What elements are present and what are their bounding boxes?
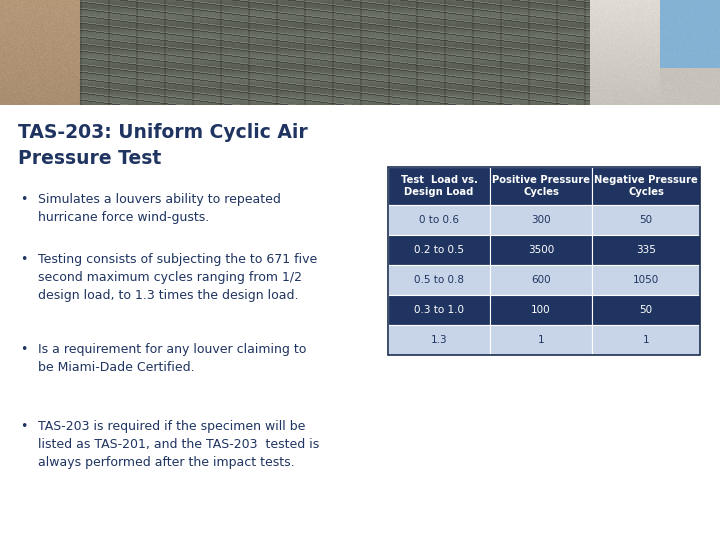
Bar (490, 325, 592, 355)
Text: 0.2 to 0.5: 0.2 to 0.5 (414, 245, 464, 255)
Text: 0.3 to 1.0: 0.3 to 1.0 (414, 305, 464, 315)
Bar (490, 167, 592, 205)
Text: Positive Pressure
Cycles: Positive Pressure Cycles (492, 175, 590, 197)
Text: Test  Load vs.
Design Load: Test Load vs. Design Load (400, 175, 477, 197)
Bar (490, 295, 592, 325)
Bar (592, 295, 700, 325)
Bar (388, 295, 490, 325)
Bar (490, 205, 592, 235)
Text: 1.3: 1.3 (431, 335, 447, 345)
Bar (592, 205, 700, 235)
Text: Negative Pressure
Cycles: Negative Pressure Cycles (594, 175, 698, 197)
Text: 1: 1 (643, 335, 649, 345)
Bar (592, 265, 700, 295)
Bar (388, 265, 490, 295)
Text: 3500: 3500 (528, 245, 554, 255)
Text: Pressure Test: Pressure Test (18, 149, 161, 168)
Text: 1050: 1050 (633, 275, 659, 285)
Text: 300: 300 (531, 215, 551, 225)
Text: 50: 50 (639, 215, 652, 225)
Bar (592, 325, 700, 355)
Text: TAS-203: Uniform Cyclic Air: TAS-203: Uniform Cyclic Air (18, 123, 307, 142)
Text: 335: 335 (636, 245, 656, 255)
Text: TAS-203 is required if the specimen will be
listed as TAS-201, and the TAS-203  : TAS-203 is required if the specimen will… (38, 420, 319, 469)
Text: Is a requirement for any louver claiming to
be Miami-Dade Certified.: Is a requirement for any louver claiming… (38, 343, 307, 374)
Bar (388, 167, 700, 355)
Text: 100: 100 (531, 305, 551, 315)
Text: 0 to 0.6: 0 to 0.6 (419, 215, 459, 225)
Text: 600: 600 (531, 275, 551, 285)
Text: •: • (20, 420, 27, 433)
Bar (490, 265, 592, 295)
Bar (388, 325, 490, 355)
Text: Testing consists of subjecting the to 671 five
second maximum cycles ranging fro: Testing consists of subjecting the to 67… (38, 253, 318, 302)
Text: 0.5 to 0.8: 0.5 to 0.8 (414, 275, 464, 285)
Text: Simulates a louvers ability to repeated
hurricane force wind-gusts.: Simulates a louvers ability to repeated … (38, 193, 281, 224)
Bar (592, 167, 700, 205)
Bar (388, 167, 490, 205)
Bar (388, 205, 490, 235)
Bar (388, 235, 490, 265)
Text: •: • (20, 193, 27, 206)
Text: 50: 50 (639, 305, 652, 315)
Text: •: • (20, 253, 27, 266)
Text: •: • (20, 343, 27, 356)
Text: 1: 1 (538, 335, 544, 345)
Bar (490, 235, 592, 265)
Bar (592, 235, 700, 265)
